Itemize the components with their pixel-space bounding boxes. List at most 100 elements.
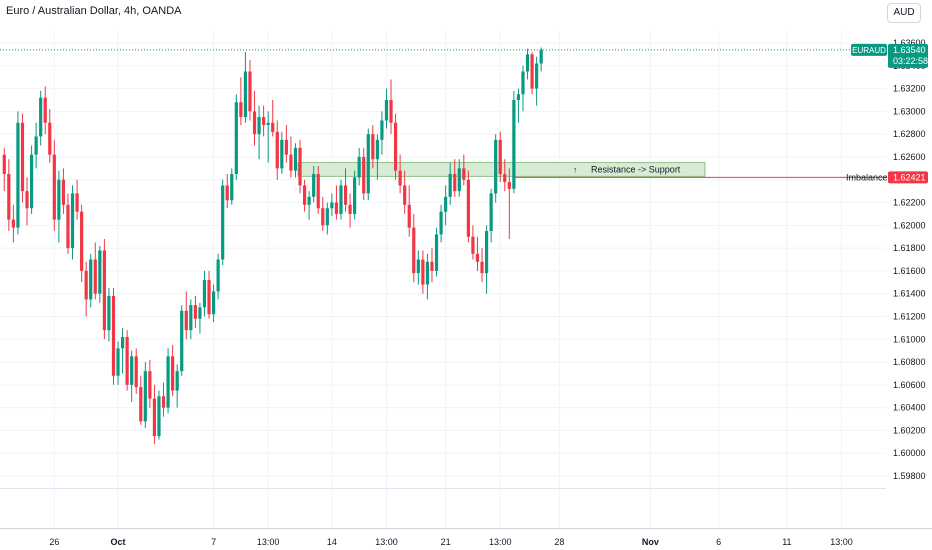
candle-body <box>125 336 129 385</box>
candle <box>189 299 193 340</box>
candle-body <box>444 196 448 212</box>
symbol-tag <box>851 43 887 56</box>
candle-body <box>316 174 320 209</box>
candle <box>152 384 157 445</box>
candle <box>512 90 516 194</box>
candle <box>384 88 389 129</box>
candle-body <box>353 177 357 214</box>
candle-body <box>111 295 116 376</box>
candle <box>389 79 393 135</box>
candle <box>70 185 75 260</box>
price-tick-label: 1.61400 <box>893 289 926 299</box>
candle <box>130 350 134 402</box>
candle <box>462 154 466 186</box>
time-tick-label: 28 <box>554 537 564 547</box>
time-tick-label: Oct <box>111 537 126 547</box>
candle-body <box>507 182 511 189</box>
candle <box>321 196 325 232</box>
candle-body <box>89 259 93 300</box>
candle-body <box>275 131 279 169</box>
imbalance-price-tag <box>888 171 928 184</box>
candle <box>216 253 220 300</box>
candle <box>139 375 143 425</box>
candle <box>398 154 402 194</box>
candle <box>16 111 20 235</box>
candle-body <box>257 117 261 135</box>
price-tick-label: 1.60400 <box>893 403 926 413</box>
candle <box>498 131 502 183</box>
candle <box>29 145 34 214</box>
candle <box>84 261 88 317</box>
candle <box>371 125 375 169</box>
candle-body <box>302 185 307 205</box>
candle <box>230 168 234 205</box>
candle <box>516 88 521 123</box>
candle <box>357 147 361 186</box>
candle <box>80 204 84 283</box>
candle <box>334 185 339 220</box>
candle <box>434 227 439 277</box>
candle <box>289 136 293 178</box>
candle <box>134 348 138 394</box>
currency-button[interactable]: AUD <box>887 3 921 23</box>
candle-body <box>102 250 106 331</box>
candle-body <box>280 139 284 169</box>
candle-body <box>61 179 66 205</box>
candle-body <box>43 97 47 123</box>
candle-body <box>2 154 6 175</box>
last-price-text: 1.63540 <box>893 45 926 55</box>
candle-body <box>266 122 270 126</box>
price-lines <box>0 49 886 178</box>
candle-body <box>293 147 298 171</box>
candle-body <box>321 208 325 226</box>
candle-body <box>530 54 534 89</box>
candle <box>102 238 106 340</box>
candle-body <box>343 185 348 205</box>
candle <box>193 295 197 328</box>
candle <box>271 99 275 137</box>
time-tick-label: 13:00 <box>257 537 280 547</box>
candle <box>375 134 379 180</box>
candle-body <box>148 371 152 399</box>
candle-body <box>348 204 352 214</box>
candle <box>39 90 43 146</box>
candle-body <box>475 253 480 262</box>
candle <box>302 179 307 212</box>
price-tick-label: 1.63600 <box>893 38 926 48</box>
time-tick-label: 13:00 <box>489 537 512 547</box>
candle-body <box>403 185 407 205</box>
candle <box>293 143 298 178</box>
candle <box>453 159 457 197</box>
candle-body <box>70 193 75 249</box>
candle <box>184 291 188 340</box>
last-price-tag <box>888 43 928 68</box>
candle-body <box>116 348 120 376</box>
candle <box>325 202 329 235</box>
candle-body <box>20 122 25 192</box>
candle-body <box>421 259 425 285</box>
candle <box>343 168 348 212</box>
candle-body <box>503 174 507 183</box>
candle-body <box>325 208 329 226</box>
candle <box>161 382 166 417</box>
candle <box>366 128 370 201</box>
time-tick-label: 14 <box>327 537 337 547</box>
candle <box>466 170 470 243</box>
candle <box>262 105 266 137</box>
candle <box>362 147 366 201</box>
time-tick-label: 13:00 <box>375 537 398 547</box>
candle <box>180 305 184 376</box>
candle <box>480 248 484 283</box>
candle <box>52 139 56 232</box>
candle <box>494 134 498 203</box>
candle-body <box>93 259 97 294</box>
price-tick-label: 1.60800 <box>893 357 926 367</box>
candle <box>284 125 288 163</box>
candle-body <box>175 371 179 391</box>
candle <box>439 204 443 243</box>
candle <box>89 253 93 308</box>
candle <box>111 287 116 385</box>
candle-body <box>307 196 311 205</box>
